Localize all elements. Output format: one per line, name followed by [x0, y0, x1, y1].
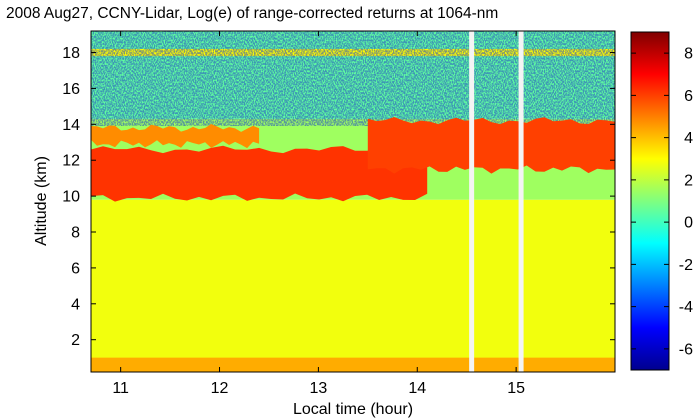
y-axis-label: Altitude (km) [33, 156, 50, 246]
y-axis-ticks: 2 4 6 8 10 12 14 16 18 [62, 45, 615, 349]
colorbar-ticks: -6 -4 -2 0 2 4 6 8 [631, 46, 693, 358]
x-tick-label: 13 [309, 380, 327, 397]
y-tick-label: 14 [62, 117, 80, 134]
y-tick-label: 2 [71, 332, 80, 349]
y-tick-label: 12 [62, 153, 80, 170]
y-tick-label: 6 [71, 260, 80, 277]
colorbar-tick-label: -6 [679, 341, 693, 358]
cloud-layers [91, 117, 615, 202]
boundary-layer [91, 199, 615, 372]
colorbar-tick-label: -4 [679, 299, 693, 316]
cloud-layer [91, 124, 260, 149]
x-axis-ticks: 11 12 13 14 15 [112, 31, 525, 397]
x-tick-label: 12 [211, 380, 229, 397]
colorbar-tick-label: 4 [684, 130, 693, 147]
cloud-layer [367, 117, 615, 174]
plot-area [91, 31, 615, 372]
y-tick-label: 10 [62, 189, 80, 206]
data-gaps [469, 31, 524, 372]
upper-noise-speckle [91, 31, 615, 126]
cloud-layer [91, 145, 428, 202]
x-axis-label: Local time (hour) [293, 401, 413, 418]
y-tick-label: 18 [62, 45, 80, 62]
data-gap [518, 31, 524, 372]
x-tick-label: 14 [408, 380, 426, 397]
x-tick-label: 15 [507, 380, 525, 397]
colorbar-gradient [631, 32, 669, 370]
plot-frame [90, 30, 616, 373]
colorbar-frame [630, 31, 670, 371]
y-tick-label: 4 [71, 296, 80, 313]
colorbar: -6 -4 -2 0 2 4 6 8 [630, 31, 693, 371]
colorbar-tick-label: 0 [684, 215, 693, 232]
chart-title: 2008 Aug27, CCNY-Lidar, Log(e) of range-… [6, 5, 498, 22]
surface-layer [91, 357, 615, 372]
colorbar-tick-label: -2 [679, 257, 693, 274]
colorbar-tick-label: 2 [684, 172, 693, 189]
y-tick-label: 8 [71, 225, 80, 242]
data-gap [469, 31, 475, 372]
colorbar-tick-label: 8 [684, 46, 693, 63]
x-tick-label: 11 [112, 380, 129, 397]
colorbar-tick-label: 6 [684, 88, 693, 105]
y-tick-label: 16 [62, 81, 80, 98]
